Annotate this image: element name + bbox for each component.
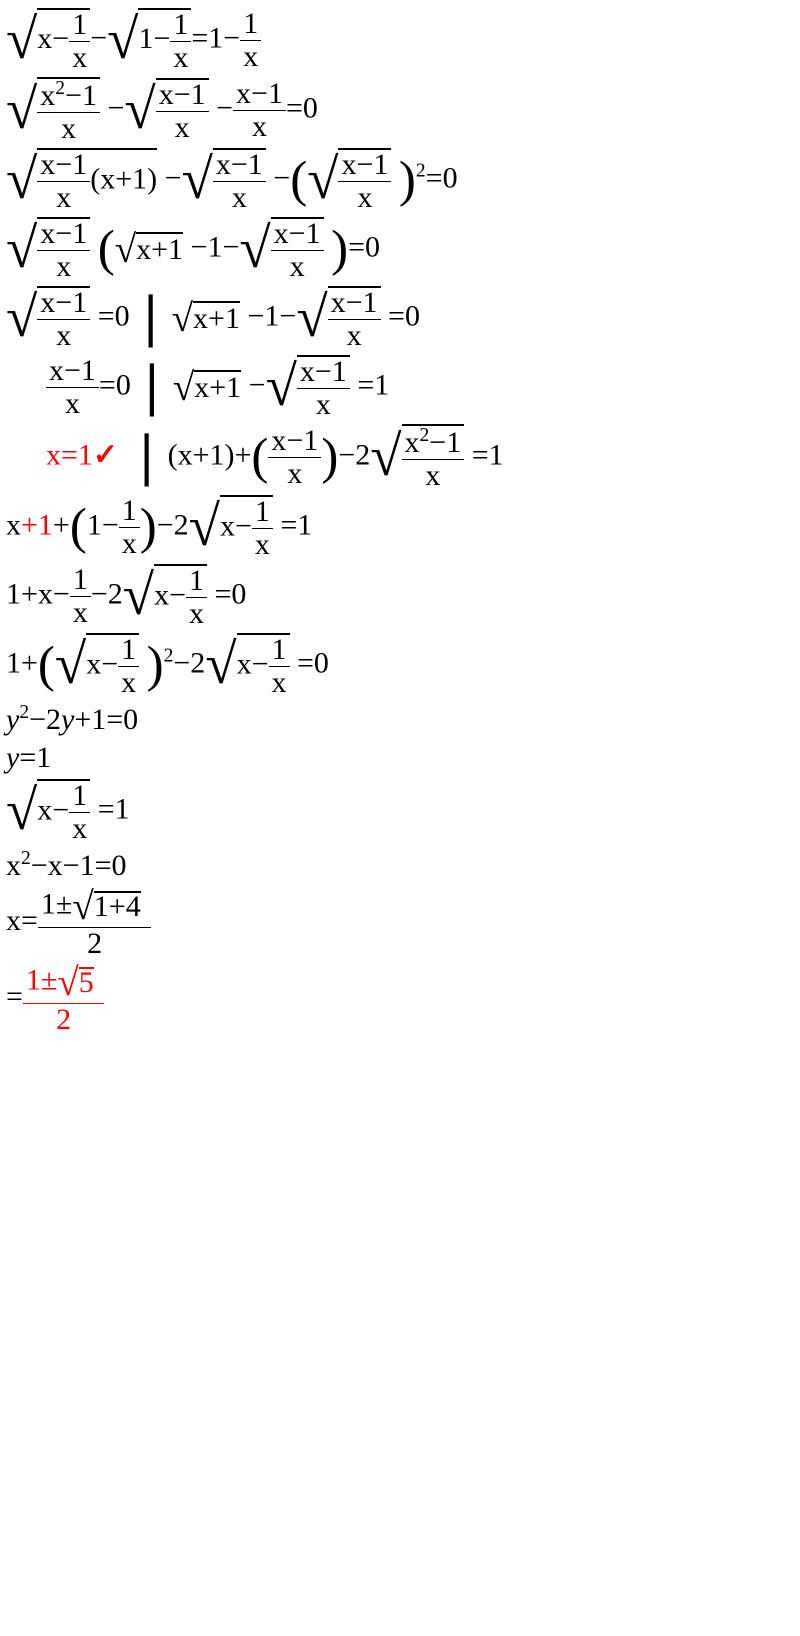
equation-line-3: √x−1x(x+1) −√x−1x −(√x−1x )2=0	[6, 148, 794, 213]
equation-line-16: =1±√5 2	[6, 963, 794, 1035]
equation-line-1: √x−1x−√1−1x=1−1x	[6, 8, 794, 73]
term: 1−1x	[138, 22, 191, 55]
checkmark-icon: ✓	[93, 438, 118, 471]
equation-line-15: x=1±√1+4 2	[6, 887, 794, 959]
equation-line-9: 1+x−1x−2√x−1x =0	[6, 564, 794, 629]
equation-line-11: y2−2y+1=0	[6, 702, 794, 737]
equation-line-4: √x−1x (√x+1 −1−√x−1x )=0	[6, 217, 794, 282]
equation-line-12: y=1	[6, 741, 794, 775]
equation-line-13: √x−1x =1	[6, 779, 794, 844]
equation-line-10: 1+(√x−1x )2−2√x−1x =0	[6, 633, 794, 698]
equation-line-6: x−1x=0 ∣ √x+1 −√x−1x =1	[6, 355, 794, 420]
equation-line-2: √x2−1x −√x−1x −x−1x=0	[6, 77, 794, 144]
equation-line-14: x2−x−1=0	[6, 848, 794, 883]
equation-line-7: x=1✓ ∣ (x+1)+(x−1x)−2√x2−1x =1	[6, 424, 794, 491]
term: y2−2y+1=0	[6, 703, 138, 736]
equation-line-5: √x−1x =0 ∣ √x+1 −1−√x−1x =0	[6, 286, 794, 351]
equation-line-8: x+1+(1−1x)−2√x−1x =1	[6, 495, 794, 560]
term: x−1x	[37, 22, 90, 55]
